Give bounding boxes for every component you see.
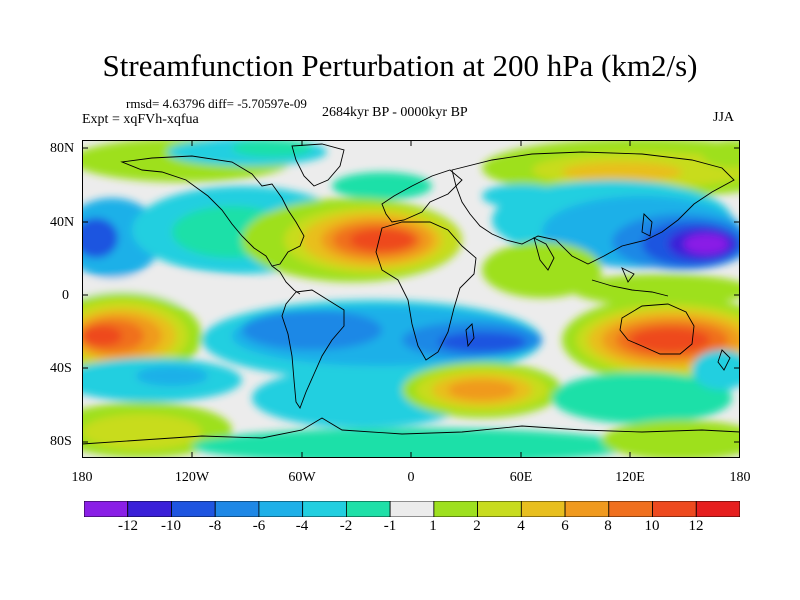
lat-label-80s: 80S xyxy=(50,434,72,449)
stats-text: rmsd= 4.63796 diff= -5.70597e-09 xyxy=(126,96,307,111)
lon-label-120w: 120W xyxy=(174,470,210,485)
colorbar-cell xyxy=(389,501,435,517)
lat-label-40n: 40N xyxy=(50,215,75,230)
colorbar-label: -6 xyxy=(252,518,266,534)
colorbar-cell xyxy=(84,501,129,517)
colorbar-label: -8 xyxy=(208,518,222,534)
colorbar-cell xyxy=(345,501,391,517)
experiment-label: Expt = xqFVh-xqfua xyxy=(82,112,199,127)
colorbar-cell xyxy=(477,501,522,517)
lat-label-40s: 40S xyxy=(50,361,72,376)
colorbar-cell xyxy=(258,501,304,517)
colorbar-cell xyxy=(652,501,697,517)
lon-label-180w: 180 xyxy=(71,470,93,485)
coastlines xyxy=(82,143,740,445)
colorbar-label: 12 xyxy=(688,518,704,534)
lat-label-80n: 80N xyxy=(50,141,75,156)
lat-ticks xyxy=(82,147,740,443)
colorbar-cell xyxy=(127,501,172,517)
colorbar-cell xyxy=(214,501,260,517)
colorbar-label: 2 xyxy=(473,518,481,534)
lat-label-0: 0 xyxy=(62,288,69,303)
colorbar-label: 1 xyxy=(429,518,437,534)
colorbar-label: -10 xyxy=(161,518,181,534)
lon-label-180e: 180 xyxy=(729,470,751,485)
lon-label-120e: 120E xyxy=(615,470,645,485)
colorbar-cell xyxy=(520,501,566,517)
lon-label-0: 0 xyxy=(407,470,415,485)
colorbar-cell xyxy=(433,501,478,517)
colorbar-cell xyxy=(695,501,740,517)
colorbar-label: -2 xyxy=(339,518,353,534)
lon-ticks xyxy=(191,140,631,458)
lon-label-60e: 60E xyxy=(509,470,533,485)
colorbar-cell xyxy=(608,501,653,517)
colorbar-label: 4 xyxy=(517,518,525,534)
streamfunction-map xyxy=(82,140,740,458)
season-label: JJA xyxy=(713,110,735,125)
colorbar-cell xyxy=(171,501,216,517)
period-label: 2684kyr BP - 0000kyr BP xyxy=(322,105,468,120)
colorbar-label: 6 xyxy=(561,518,569,534)
map-title: Streamfunction Perturbation at 200 hPa (… xyxy=(102,48,698,83)
colorbar-label: -12 xyxy=(118,518,138,534)
colorbar-label: 8 xyxy=(604,518,612,534)
colorbar-label: -1 xyxy=(383,518,397,534)
colorbar-cell xyxy=(302,501,347,517)
contour-fill xyxy=(82,140,740,458)
colorbar-label: -4 xyxy=(295,518,309,534)
lon-label-60w: 60W xyxy=(288,470,316,485)
colorbar xyxy=(84,501,740,517)
colorbar-label: 10 xyxy=(644,518,660,534)
colorbar-cell xyxy=(564,501,610,517)
